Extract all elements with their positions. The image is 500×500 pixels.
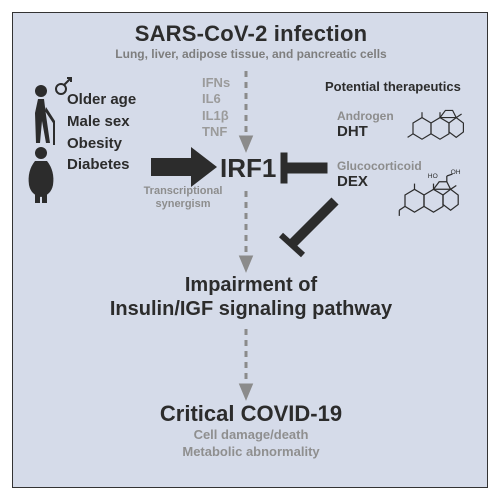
risk-older-age: Older age: [67, 89, 136, 111]
androgen-category: Androgen: [337, 109, 394, 123]
androgen-name: DHT: [337, 123, 394, 140]
svg-text:OH: OH: [451, 169, 461, 176]
synergism-line1: Transcriptional: [138, 185, 228, 198]
svg-text:HO: HO: [428, 173, 438, 180]
cytokine-il6: IL6: [202, 91, 230, 107]
dashed-arrow-down-2: [241, 191, 251, 269]
therapeutics-title: Potential therapeutics: [325, 79, 461, 94]
glucocorticoid-name: DEX: [337, 173, 422, 190]
dashed-arrow-down-1: [241, 71, 251, 149]
cytokine-ifns: IFNs: [202, 75, 230, 91]
obese-person-icon: [29, 147, 54, 203]
dht-molecule-icon: [408, 110, 464, 139]
old-man-icon: [35, 85, 55, 145]
big-arrow-icon: [151, 147, 217, 187]
title-main: SARS-CoV-2 infection: [13, 21, 489, 47]
inhibition-arrow-dex: [281, 201, 335, 255]
risk-diabetes: Diabetes: [67, 154, 136, 176]
critical-sub2: Metabolic abnormality: [13, 444, 489, 461]
critical-sub1: Cell damage/death: [13, 427, 489, 444]
synergism-line2: synergism: [138, 198, 228, 211]
critical-title: Critical COVID-19: [13, 401, 489, 427]
impairment-line1: Impairment of: [13, 273, 489, 297]
dashed-arrow-down-3: [241, 329, 251, 397]
glucocorticoid-category: Glucocorticoid: [337, 159, 422, 173]
inhibition-arrow-dht: [281, 153, 327, 183]
cytokine-tnf: TNF: [202, 124, 230, 140]
impairment-line2: Insulin/IGF signaling pathway: [13, 297, 489, 321]
risk-male-sex: Male sex: [67, 111, 136, 133]
risk-obesity: Obesity: [67, 133, 136, 155]
irf1-label: IRF1: [220, 153, 276, 184]
title-subtitle: Lung, liver, adipose tissue, and pancrea…: [13, 47, 489, 61]
cytokine-il1b: IL1β: [202, 108, 230, 124]
diagram-canvas: SARS-CoV-2 infection Lung, liver, adipos…: [12, 12, 488, 488]
